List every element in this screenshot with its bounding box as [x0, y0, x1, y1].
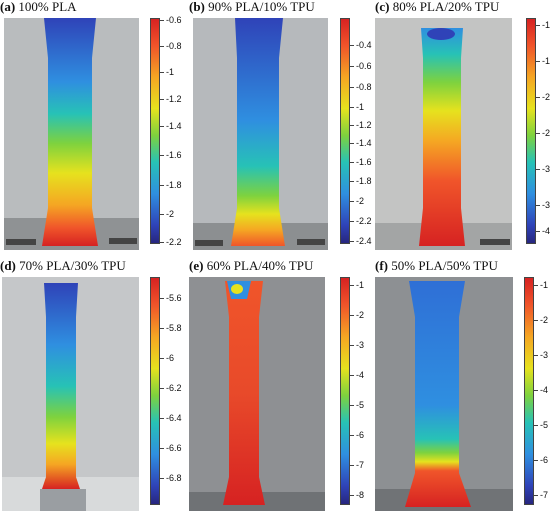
panel-a: (a) 100% PLA -0.6 -0.8 -1 -1.2 -1.4 -1.6…	[0, 0, 183, 255]
colorbar-tick: -2	[159, 209, 175, 219]
colorbar-tick: -1	[533, 280, 549, 290]
specimen-photo	[193, 18, 328, 250]
colorbar-tick: -0.4	[350, 40, 372, 50]
colorbar-tick: -1.2	[350, 120, 372, 130]
colorbar-tick: -3	[349, 340, 365, 350]
colorbar-tick: -1.6	[350, 157, 372, 167]
specimen-photo	[375, 18, 512, 250]
panel-label: 50% PLA/50% TPU	[391, 258, 498, 273]
panel-label: 70% PLA/30% TPU	[19, 258, 126, 273]
colorbar-tick: -6	[533, 455, 549, 465]
specimen-photo	[189, 277, 325, 511]
specimen-photo	[2, 277, 139, 511]
colorbar-tick: -1	[535, 20, 550, 30]
panel-title: (d) 70% PLA/30% TPU	[0, 259, 126, 273]
panel-f: (f) 50% PLA/50% TPU -1 -2 -3 -4 -5 -6 -7	[375, 259, 550, 515]
colorbar-tick: -0.6	[350, 61, 372, 71]
colorbar-tick: -6	[349, 430, 365, 440]
panel-tag: (e)	[189, 258, 204, 273]
colorbar-tick: -2.2	[160, 237, 182, 247]
panel-tag: (a)	[0, 0, 16, 14]
colorbar	[150, 18, 160, 244]
panel-title: (f) 50% PLA/50% TPU	[375, 259, 498, 273]
colorbar-tick: -6.4	[160, 413, 182, 423]
colorbar-tick: -7	[533, 490, 549, 500]
panel-label: 90% PLA/10% TPU	[208, 0, 315, 14]
colorbar-tick: -6.8	[160, 473, 182, 483]
colorbar-tick: -6.6	[160, 443, 182, 453]
specimen-photo	[4, 18, 139, 250]
colorbar-tick: -2.	[536, 128, 550, 138]
colorbar-tick: -0.8	[160, 41, 182, 51]
colorbar-tick: -1.	[536, 56, 550, 66]
colorbar-tick: -2	[533, 315, 549, 325]
colorbar-tick: -2	[349, 310, 365, 320]
colorbar-tick: -5.8	[160, 323, 182, 333]
colorbar-tick: -4	[535, 226, 550, 236]
colorbar-tick: -5.6	[160, 293, 182, 303]
colorbar-tick: -0.8	[350, 82, 372, 92]
colorbar-tick: -2.2	[350, 216, 372, 226]
panel-title: (c) 80% PLA/20% TPU	[375, 0, 499, 14]
colorbar-tick: -8	[349, 490, 365, 500]
panel-label: 60% PLA/40% TPU	[206, 258, 314, 273]
colorbar-tick: -1.8	[160, 180, 182, 190]
colorbar-tick: -3	[533, 350, 549, 360]
colorbar-tick: -1.2	[160, 94, 182, 104]
colorbar-tick: -1.4	[350, 138, 372, 148]
colorbar-tick: -7	[349, 460, 365, 470]
colorbar	[150, 277, 160, 505]
colorbar-tick: -1.4	[160, 121, 182, 131]
colorbar-tick: -1	[159, 67, 175, 77]
colorbar-tick: -1	[349, 102, 365, 112]
panel-title: (b) 90% PLA/10% TPU	[189, 0, 315, 14]
panel-label: 80% PLA/20% TPU	[392, 0, 500, 14]
colorbar-tick: -5	[533, 420, 549, 430]
panel-tag: (d)	[0, 258, 16, 273]
colorbar	[340, 18, 350, 244]
colorbar	[526, 18, 536, 244]
colorbar-tick: -1	[349, 280, 365, 290]
colorbar-tick: -2	[349, 196, 365, 206]
colorbar-tick: -1.6	[160, 150, 182, 160]
colorbar-tick: -3.	[536, 200, 550, 210]
colorbar-tick: -1.8	[350, 176, 372, 186]
colorbar-tick: -3	[535, 164, 550, 174]
colorbar-tick: -6.2	[160, 383, 182, 393]
colorbar	[524, 277, 534, 505]
colorbar-tick: -2	[535, 92, 550, 102]
panel-d: (d) 70% PLA/30% TPU -5.6 -5.8 -6 -6.2 -6…	[0, 259, 183, 515]
panel-tag: (c)	[375, 0, 390, 14]
panel-label: 100% PLA	[18, 0, 77, 14]
panel-tag: (b)	[189, 0, 205, 14]
panel-title: (e) 60% PLA/40% TPU	[189, 259, 313, 273]
colorbar-tick: -5	[349, 400, 365, 410]
colorbar-tick: -0.6	[160, 15, 182, 25]
colorbar-tick: -4	[533, 385, 549, 395]
panel-e: (e) 60% PLA/40% TPU -1 -2 -3 -4 -5 -6 -7…	[189, 259, 372, 515]
specimen-photo	[375, 277, 513, 511]
panel-b: (b) 90% PLA/10% TPU -0.4 -0.6 -0.8 -1 -1…	[189, 0, 372, 255]
panel-tag: (f)	[375, 258, 388, 273]
panel-title: (a) 100% PLA	[0, 0, 77, 14]
panel-c: (c) 80% PLA/20% TPU -1 -1. -2 -2. -3 -3.…	[375, 0, 550, 255]
colorbar-tick: -6	[159, 353, 175, 363]
colorbar	[340, 277, 350, 505]
colorbar-tick: -2.4	[350, 236, 372, 246]
colorbar-tick: -4	[349, 370, 365, 380]
